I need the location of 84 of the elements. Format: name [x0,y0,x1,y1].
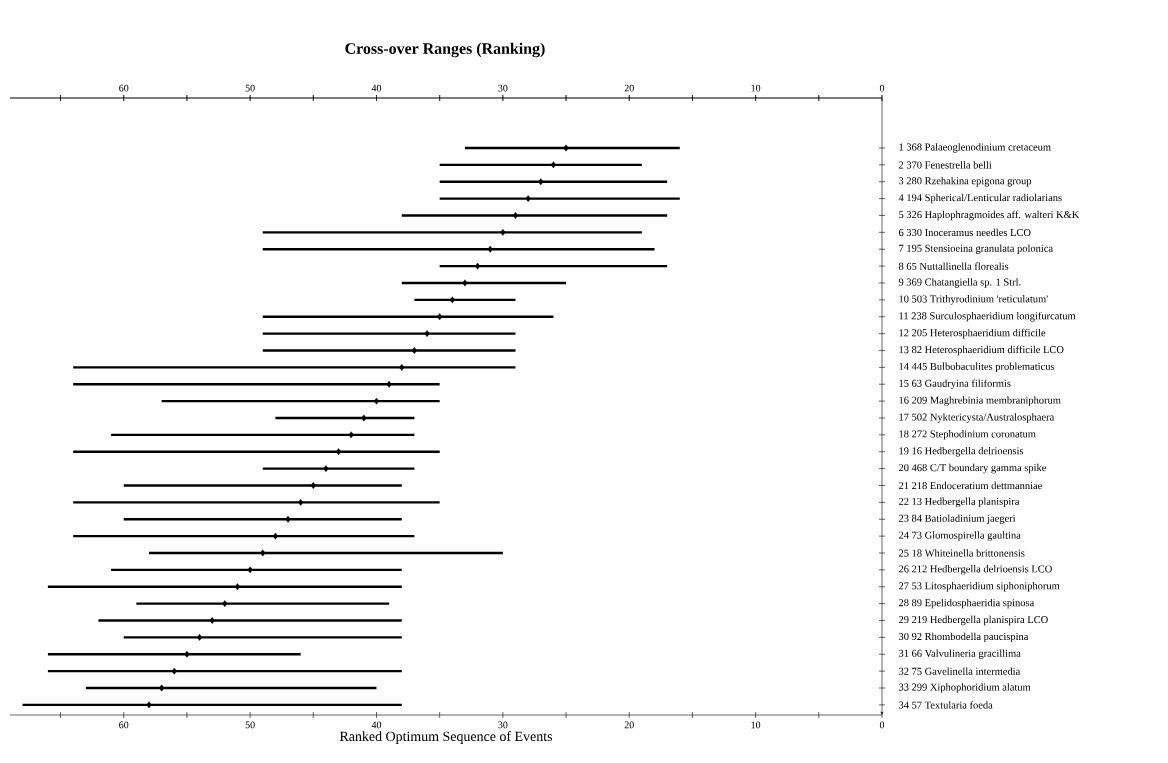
x2-tick-label: 20 [624,84,634,92]
point [234,583,241,591]
point [361,414,367,422]
y-tick-label: 28 89 Epelidosphaeridia spinosa [898,598,1035,609]
point [411,347,417,354]
point [146,701,152,709]
point [298,498,304,506]
point [550,161,557,169]
x-tick-label: 20 [624,721,634,729]
x-axis-title: Ranked Optimum Sequence of Events [339,731,553,744]
chart-title: Cross-over Ranges (Ranking) [345,42,545,58]
x-tick-label: 60 [119,721,129,729]
point [399,363,405,371]
point [474,262,481,270]
y-tick-label: 2 370 Fenestrella belli [898,161,992,169]
y-tick-label: 31 66 Valvulineria gracillima [899,649,1021,659]
x-tick-label: 10 [751,721,761,729]
x2-tick-label: 0 [879,84,885,92]
y-tick-label: 26 212 Hedbergella delrioensis LCO [898,565,1052,575]
point [449,296,455,304]
y-tick-label: 7 195 Stensioeina granulata polonica [899,244,1053,254]
x2-tick-label: 10 [751,84,761,92]
y-tick-label: 12 205 Heterosphaeridium difficile [899,328,1046,339]
point [171,667,177,675]
point [538,178,544,186]
point [310,482,316,489]
y-tick-label: 10 503 Trithyrodinium 'reticulatum' [899,295,1048,305]
x2-tick-label: 50 [245,84,255,92]
point [196,633,203,641]
x-tick-label: 30 [498,721,508,729]
y-tick-label: 25 18 Whiteinella brittonensis [898,549,1025,557]
point [335,448,342,456]
x2-tick-label: 60 [119,84,129,92]
y-tick-label: 18 272 Stephodinium coronatum [899,430,1036,440]
point [184,650,190,658]
point [563,144,569,152]
y-tick-label: 24 73 Glomospirella gaultina [898,531,1021,541]
y-tick-label: 17 502 Nyktericysta/Australosphaera [899,413,1055,423]
x-tick-label: 40 [371,721,382,729]
y-tick-label: 29 219 Hedbergella planispira LCO [898,615,1048,626]
point [209,617,215,624]
y-tick-label: 21 218 Endoceratium dettmanniae [898,481,1042,490]
y-tick-label: 15 63 Gaudryina filiformis [899,379,1011,390]
y-tick-label: 16 209 Maghrebinia membraniphorum [899,396,1061,406]
y-tick-label: 20 468 C/T boundary gamma spike [898,463,1047,474]
point [462,279,468,287]
x-tick-label: 50 [245,721,255,729]
x-tick-label: 0 [879,721,885,729]
y-tick-label: 32 75 Gavelinella intermedia [899,667,1021,675]
point [272,532,278,540]
y-tick-label: 30 92 Rhombodella paucispina [899,632,1029,643]
point [323,465,329,473]
point [260,549,266,557]
y-tick-label: 4 194 Spherical/Lenticular radiolarians [898,193,1062,204]
point [247,566,253,574]
y-tick-label: 19 16 Hedbergella delrioensis [899,446,1024,457]
y-tick-label: 11 238 Surculosphaeridium longifurcatum [899,311,1076,322]
point [348,431,354,439]
y-tick-label: 23 84 Batioladinium jaegeri [898,514,1016,524]
y-tick-label: 8 65 Nuttallinella florealis [898,262,1009,270]
x2-tick-label: 30 [498,84,508,92]
point [500,228,506,236]
point [437,313,443,321]
point [424,330,430,337]
y-tick-label: 5 326 Haplophragmoides aff. walteri K&K [899,210,1080,221]
point [487,245,493,253]
point [285,515,291,523]
y-tick-label: 33 299 Xiphophoridium alatum [899,683,1031,693]
y-tick-label: 34 57 Textularia foeda [899,701,993,709]
y-tick-label: 1 368 Palaeoglenodinium cretaceum [899,143,1051,153]
y-tick-label: 13 82 Heterosphaeridium difficile LCO [899,345,1064,356]
y-tick-label: 9 369 Chatangiella sp. 1 Strl. [898,278,1021,288]
y-tick-label: 3 280 Rzehakina epigona group [899,176,1032,187]
y-tick-label: 22 13 Hedbergella planispira [898,497,1020,508]
point [159,684,165,692]
point [512,212,519,219]
point [373,397,380,405]
x2-tick-label: 40 [371,84,382,92]
y-tick-label: 14 445 Bulbobaculites problematicus [899,362,1055,373]
point [222,600,228,608]
point [525,195,531,202]
y-tick-label: 6 330 Inoceramus needles LCO [898,228,1031,237]
point [386,380,392,388]
y-tick-label: 27 53 Litosphaeridium siphoniphorum [898,582,1060,592]
